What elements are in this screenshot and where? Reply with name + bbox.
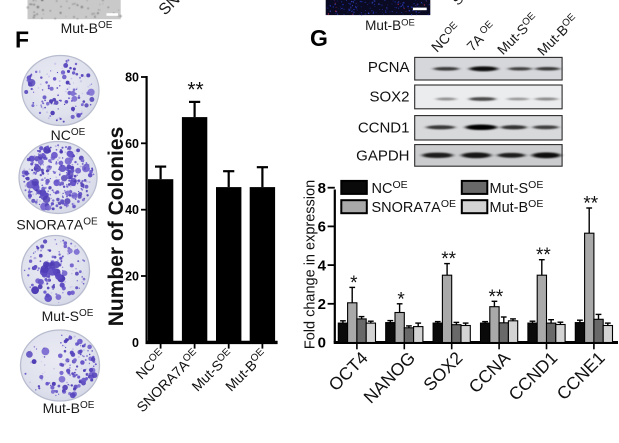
svg-text:Mut-BOE: Mut-BOE <box>365 18 415 34</box>
svg-text:60: 60 <box>125 137 139 151</box>
svg-text:**: ** <box>583 194 598 215</box>
svg-text:SOX2: SOX2 <box>419 348 466 395</box>
svg-text:Fold change in expression: Fold change in expression <box>303 180 319 349</box>
svg-text:CCNE1: CCNE1 <box>553 348 609 404</box>
svg-text:Mut-SOE: Mut-SOE <box>42 308 94 324</box>
svg-text:*: * <box>397 289 405 310</box>
svg-text:Mut-BOE: Mut-BOE <box>61 20 113 36</box>
svg-text:80: 80 <box>125 71 139 85</box>
svg-text:G: G <box>310 25 328 51</box>
svg-text:Mut-SOE: Mut-SOE <box>494 10 541 57</box>
svg-text:**: ** <box>536 245 551 266</box>
svg-text:40: 40 <box>125 203 139 217</box>
svg-text:Mut-BOE: Mut-BOE <box>534 11 581 58</box>
svg-text:Mut-SOE: Mut-SOE <box>490 179 544 197</box>
svg-text:CCND1: CCND1 <box>505 348 562 405</box>
svg-text:NCOE: NCOE <box>372 179 408 197</box>
svg-text:0: 0 <box>318 335 326 352</box>
svg-text:4: 4 <box>318 257 327 274</box>
svg-text:Mut-BOE: Mut-BOE <box>43 400 95 416</box>
svg-text:2: 2 <box>318 296 326 313</box>
svg-text:NANOG: NANOG <box>360 348 420 408</box>
svg-text:8: 8 <box>318 180 326 197</box>
svg-text:*: * <box>350 273 358 294</box>
svg-text:GAPDH: GAPDH <box>356 148 409 165</box>
svg-text:**: ** <box>441 249 456 270</box>
svg-text:CCND1: CCND1 <box>358 120 410 137</box>
svg-text:SN: SN <box>156 0 184 19</box>
svg-text:SOX2: SOX2 <box>369 89 409 106</box>
svg-text:6: 6 <box>318 219 326 236</box>
svg-text:SNORA7AOE: SNORA7AOE <box>16 217 98 233</box>
svg-text:**: ** <box>489 287 504 308</box>
svg-text:0: 0 <box>132 336 139 350</box>
svg-text:20: 20 <box>125 270 139 284</box>
svg-text:Number of Colonies: Number of Colonies <box>105 127 128 327</box>
svg-text:PCNA: PCNA <box>368 59 410 76</box>
svg-text:Mut-BOE: Mut-BOE <box>490 198 544 216</box>
svg-text:NCOE: NCOE <box>428 20 463 55</box>
svg-text:F: F <box>15 27 29 53</box>
svg-text:7A OE: 7A OE <box>464 19 499 54</box>
svg-text:**: ** <box>187 79 203 102</box>
svg-text:SNORA7AOE: SNORA7AOE <box>372 198 456 216</box>
svg-text:NCOE: NCOE <box>51 127 86 143</box>
svg-text:S: S <box>450 0 467 8</box>
